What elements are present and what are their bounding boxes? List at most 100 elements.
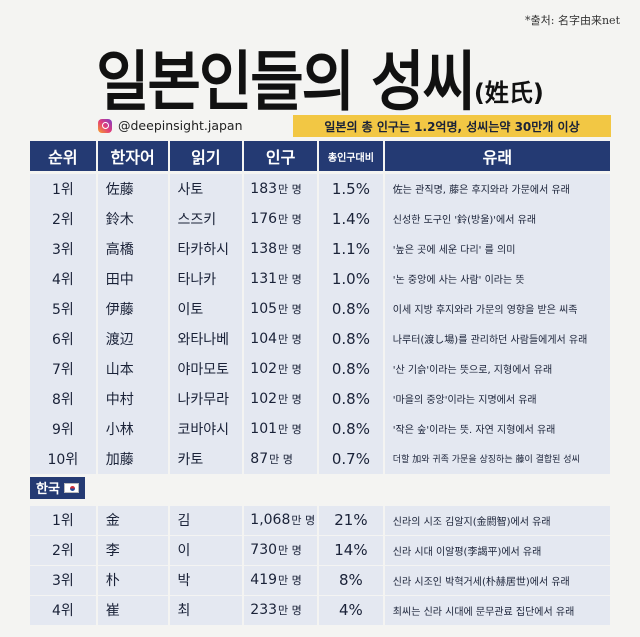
table-row: 3위 朴 박 419 만 명 8% 신라 시조인 박혁거세(朴赫居世)에서 유래 (30, 565, 610, 595)
population-unit: 만 명 (278, 242, 302, 256)
kanji-cell: 田中 (97, 264, 168, 294)
population-unit: 만 명 (278, 212, 302, 226)
population-banner: 일본의 총 인구는 1.2억명, 성씨는약 30만개 이상 (293, 115, 611, 137)
percent-cell: 1.1% (319, 234, 383, 264)
population-unit: 만 명 (278, 362, 302, 376)
population-value: 131 (250, 270, 278, 287)
origin-cell: 이세 지방 후지와라 가문의 영향을 받은 씨족 (384, 294, 610, 324)
reading-cell: 이토 (169, 294, 243, 324)
reading-cell: 와타나베 (169, 324, 243, 354)
kanji-cell: 小林 (97, 414, 168, 444)
table-row: 7위 山本 야마모토 102 만 명 0.8% '산 기슭'이라는 뜻으로, 지형에서 유래 (30, 354, 610, 384)
rank-cell: 9위 (30, 414, 96, 444)
table-row: 6위 渡辺 와타나베 104 만 명 0.8% 나루터(渡し場)를 관리하던 사람들에게서 … (30, 324, 610, 354)
korea-label-text: 한국 (36, 482, 60, 497)
origin-cell: 신라의 시조 김알지(金閼智)에서 유래 (384, 505, 610, 535)
percent-cell: 0.8% (319, 294, 383, 324)
population-unit: 만 명 (278, 574, 302, 588)
table-row: 4위 崔 최 233 만 명 4% 최씨는 신라 시대에 문무관료 집단에서 유래 (30, 595, 610, 625)
header-reading: 읽기 (169, 141, 243, 171)
population-value: 730 (250, 542, 278, 559)
reading-cell: 야마모토 (169, 354, 243, 384)
population-cell: 730 만 명 (244, 535, 318, 565)
source-note: *출처: 名字由来net (525, 14, 620, 27)
title-sub: (姓氏) (473, 79, 544, 107)
origin-cell: '산 기슭'이라는 뜻으로, 지형에서 유래 (384, 354, 610, 384)
reading-cell: 카토 (169, 444, 243, 474)
reading-cell: 코바야시 (169, 414, 243, 444)
percent-cell: 14% (319, 535, 383, 565)
population-unit: 만 명 (291, 514, 316, 528)
kanji-cell: 高橋 (97, 234, 168, 264)
percent-cell: 8% (319, 565, 383, 595)
population-unit: 만 명 (278, 392, 302, 406)
population-cell: 87 만 명 (244, 444, 318, 474)
header-kanji: 한자어 (97, 141, 168, 171)
rank-cell: 1위 (30, 174, 96, 204)
population-value: 1,068 (250, 512, 291, 529)
population-value: 102 (250, 360, 278, 377)
reading-cell: 최 (169, 595, 243, 625)
table-row: 2위 鈴木 스즈키 176 만 명 1.4% 신성한 도구인 '鈴(방울)'에서 유래 (30, 204, 610, 234)
kanji-cell: 加藤 (97, 444, 168, 474)
population-value: 104 (250, 330, 278, 347)
kanji-cell: 渡辺 (97, 324, 168, 354)
percent-cell: 0.7% (319, 444, 383, 474)
rank-cell: 5위 (30, 294, 96, 324)
rank-cell: 1위 (30, 505, 96, 535)
japan-rows: 1위 佐藤 사토 183 만 명 1.5% 佐는 관직명, 藤은 후지와라 가문에서 유래 2… (30, 174, 610, 474)
population-value: 105 (250, 300, 278, 317)
surname-table: 순위 한자어 읽기 인구 총인구대비 유래 1위 佐藤 사토 183 만 명 1.5% 佐는… (30, 141, 610, 626)
origin-cell: 나루터(渡し場)를 관리하던 사람들에게서 유래 (384, 324, 610, 354)
header-percent: 총인구대비 (319, 141, 383, 171)
korea-section-label: 한국 (30, 476, 610, 499)
population-cell: 102 만 명 (244, 354, 318, 384)
table-row: 10위 加藤 카토 87 만 명 0.7% 더할 加와 귀족 가문을 상징하는 藤이 결합된… (30, 444, 610, 474)
population-cell: 104 만 명 (244, 324, 318, 354)
population-cell: 419 만 명 (244, 565, 318, 595)
population-cell: 131 만 명 (244, 264, 318, 294)
korea-rows: 1위 金 김 1,068 만 명 21% 신라의 시조 김알지(金閼智)에서 유래 2위 李 이 7… (30, 505, 610, 625)
korea-badge: 한국 (30, 476, 85, 499)
population-cell: 233 만 명 (244, 595, 318, 625)
table-row: 1위 金 김 1,068 만 명 21% 신라의 시조 김알지(金閼智)에서 유래 (30, 505, 610, 535)
population-value: 138 (250, 240, 278, 257)
rank-cell: 8위 (30, 384, 96, 414)
population-value: 101 (250, 420, 278, 437)
population-value: 419 (250, 572, 278, 589)
population-value: 87 (250, 450, 269, 467)
instagram-icon (98, 118, 112, 133)
reading-cell: 스즈키 (169, 204, 243, 234)
population-cell: 183 만 명 (244, 174, 318, 204)
table-row: 5위 伊藤 이토 105 만 명 0.8% 이세 지방 후지와라 가문의 영향을 받은 씨족 (30, 294, 610, 324)
instagram-handle[interactable]: @deepinsight.japan (98, 118, 243, 133)
reading-cell: 타나카 (169, 264, 243, 294)
kanji-cell: 伊藤 (97, 294, 168, 324)
reading-cell: 이 (169, 535, 243, 565)
population-value: 176 (250, 210, 278, 227)
page-title: 일본인들의 성씨(姓氏) (0, 34, 640, 120)
korea-flag-icon (63, 482, 79, 493)
origin-cell: 최씨는 신라 시대에 문무관료 집단에서 유래 (384, 595, 610, 625)
percent-cell: 0.8% (319, 384, 383, 414)
reading-cell: 타카하시 (169, 234, 243, 264)
header-population: 인구 (244, 141, 318, 171)
rank-cell: 4위 (30, 264, 96, 294)
header-origin: 유래 (384, 141, 610, 171)
population-cell: 176 만 명 (244, 204, 318, 234)
population-cell: 102 만 명 (244, 384, 318, 414)
kanji-cell: 佐藤 (97, 174, 168, 204)
origin-cell: 신라 시대 이알평(李謁平)에서 유래 (384, 535, 610, 565)
kanji-cell: 金 (97, 505, 168, 535)
origin-cell: '마을의 중앙'이라는 지명에서 유래 (384, 384, 610, 414)
population-unit: 만 명 (278, 302, 302, 316)
rank-cell: 6위 (30, 324, 96, 354)
kanji-cell: 中村 (97, 384, 168, 414)
rank-cell: 7위 (30, 354, 96, 384)
population-cell: 138 만 명 (244, 234, 318, 264)
rank-cell: 2위 (30, 535, 96, 565)
origin-cell: '작은 숲'이라는 뜻. 자연 지형에서 유래 (384, 414, 610, 444)
origin-cell: 佐는 관직명, 藤은 후지와라 가문에서 유래 (384, 174, 610, 204)
handle-text: @deepinsight.japan (118, 118, 243, 133)
rank-cell: 10위 (30, 444, 96, 474)
